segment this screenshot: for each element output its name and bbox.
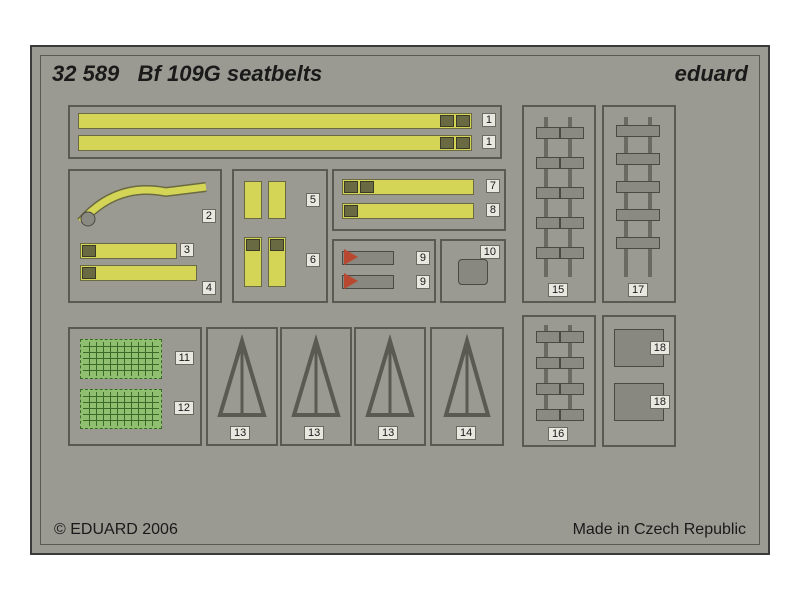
part-label: 5	[306, 193, 320, 207]
part-label: 16	[548, 427, 568, 441]
part-label: 10	[480, 245, 500, 259]
part-label: 9	[416, 251, 430, 265]
part-label: 15	[548, 283, 568, 297]
product-name: Bf 109G seatbelts	[138, 61, 323, 86]
part-label: 7	[486, 179, 500, 193]
part-label: 12	[174, 401, 194, 415]
header-bar: 32 589 Bf 109G seatbelts eduard	[52, 61, 748, 87]
part-label: 8	[486, 203, 500, 217]
origin-text: Made in Czech Republic	[573, 521, 746, 539]
panel-tri13c: 13	[354, 327, 426, 446]
part-label: 13	[230, 426, 250, 440]
panel-buckle10: 10	[440, 239, 506, 303]
part-label: 13	[304, 426, 324, 440]
part-label: 6	[306, 253, 320, 267]
panel-clips16: 16	[522, 315, 596, 447]
panel-arrows: 9 9	[332, 239, 436, 303]
panel-tri13b: 13	[280, 327, 352, 446]
copyright-text: © EDUARD 2006	[54, 521, 178, 539]
panel-clips15: 15	[522, 105, 596, 303]
part-label: 14	[456, 426, 476, 440]
part-label: 13	[378, 426, 398, 440]
part-label: 3	[180, 243, 194, 257]
panel-tri13a: 13	[206, 327, 278, 446]
panel-clips17: 17	[602, 105, 676, 303]
part-label: 4	[202, 281, 216, 295]
product-code: 32 589	[52, 61, 119, 86]
panel-curved-belt: 2 3 4	[68, 169, 222, 303]
part-label: 9	[416, 275, 430, 289]
part-label: 18	[650, 395, 670, 409]
panel-belts-78: 7 8	[332, 169, 506, 231]
part-label: 2	[202, 209, 216, 223]
panel-clips18: 18 18	[602, 315, 676, 447]
photoetch-fret: 32 589 Bf 109G seatbelts eduard 1 1	[30, 45, 770, 555]
panel-vbelts: 5 6	[232, 169, 328, 303]
part-label: 1	[482, 135, 496, 149]
part-label: 11	[175, 351, 194, 365]
panel-greenpads: 11 12	[68, 327, 202, 446]
panel-tri14: 14	[430, 327, 504, 446]
product-title: 32 589 Bf 109G seatbelts	[52, 61, 322, 87]
part-label: 17	[628, 283, 648, 297]
panel-long-belts: 1 1	[68, 105, 502, 159]
part-label: 1	[482, 113, 496, 127]
part-label: 18	[650, 341, 670, 355]
brand-logo: eduard	[675, 61, 748, 87]
